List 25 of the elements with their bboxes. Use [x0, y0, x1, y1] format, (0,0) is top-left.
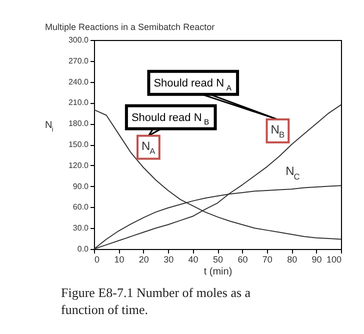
- y-tick-label: 150.0: [68, 140, 90, 149]
- x-tick-label: 30: [164, 254, 174, 264]
- y-tick-label: 120.0: [68, 160, 90, 170]
- x-tick-label: 100: [326, 254, 342, 264]
- y-tick-label: 210.0: [68, 98, 90, 108]
- x-tick-label: 0: [94, 254, 100, 264]
- y-tick-label: 60.0: [72, 202, 90, 212]
- x-tick-label: 60: [238, 254, 248, 264]
- y-tick-label: 270.0: [68, 56, 90, 66]
- y-tick-label: 300.0: [68, 36, 90, 44]
- x-tick-label: 80: [287, 254, 298, 264]
- x-tick-label: 20: [138, 254, 149, 264]
- y-tick-label: 240.0: [68, 77, 90, 86]
- y-tick-label: 0.0: [77, 244, 90, 254]
- x-tick-label: 40: [188, 254, 198, 264]
- x-tick-label: 90: [312, 254, 322, 264]
- chart-title: Multiple Reactions in a Semibatch Reactor: [45, 22, 215, 32]
- y-tick-label: 30.0: [72, 224, 90, 233]
- y-tick-label: 180.0: [68, 119, 90, 128]
- x-tick-label: 50: [212, 254, 224, 264]
- caption: Figure E8-7.1 Number of moles as a function of time.: [61, 285, 251, 317]
- x-axis-title: t (min): [204, 266, 232, 278]
- y-tick-label: 90.0: [72, 182, 90, 191]
- x-tick-label: 70: [262, 254, 272, 264]
- x-tick-label: 10: [114, 254, 124, 264]
